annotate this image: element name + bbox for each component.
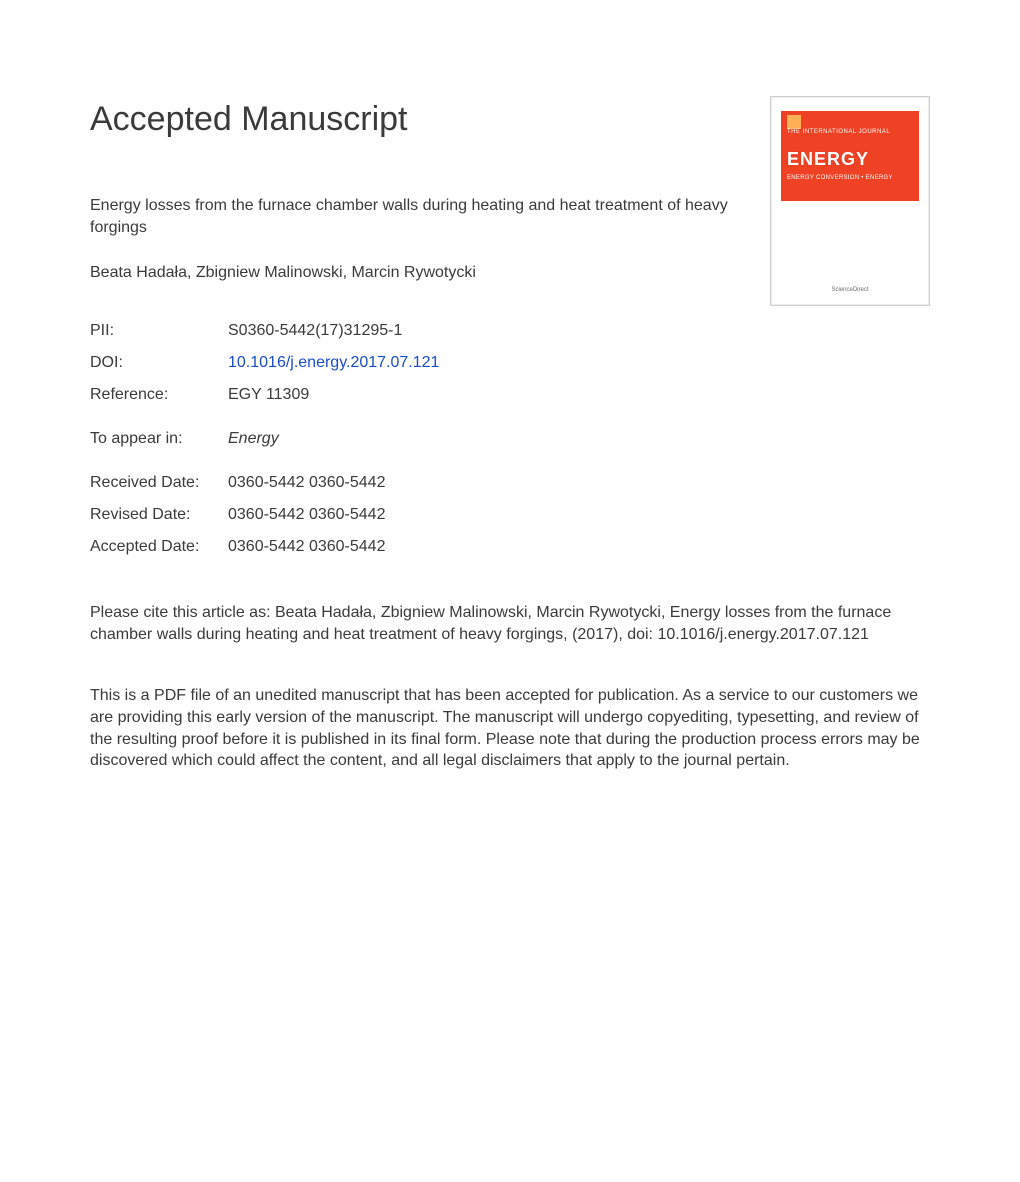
to-appear-block: To appear in: Energy: [90, 430, 930, 448]
doi-link[interactable]: 10.1016/j.energy.2017.07.121: [228, 354, 930, 372]
journal-cover-title: ENERGY: [787, 149, 913, 170]
article-title: Energy losses from the furnace chamber w…: [90, 195, 730, 238]
received-date-value: 0360-5442 0360-5442: [228, 474, 930, 492]
pii-value: S0360-5442(17)31295-1: [228, 322, 930, 340]
reference-label: Reference:: [90, 386, 220, 404]
received-date-label: Received Date:: [90, 474, 220, 492]
journal-cover-thumbnail: THE INTERNATIONAL JOURNAL ENERGY ENERGY …: [770, 96, 930, 306]
accepted-date-value: 0360-5442 0360-5442: [228, 538, 930, 556]
dates-block: Received Date: 0360-5442 0360-5442 Revis…: [90, 474, 930, 556]
citation-text: Please cite this article as: Beata Hadał…: [90, 602, 910, 645]
reference-value: EGY 11309: [228, 386, 930, 404]
metadata-block: PII: S0360-5442(17)31295-1 DOI: 10.1016/…: [90, 322, 930, 404]
revised-date-label: Revised Date:: [90, 506, 220, 524]
doi-label: DOI:: [90, 354, 220, 372]
disclaimer-text: This is a PDF file of an unedited manusc…: [90, 685, 930, 771]
pii-label: PII:: [90, 322, 220, 340]
page-root: Accepted Manuscript THE INTERNATIONAL JO…: [0, 0, 1020, 832]
journal-cover-logo-icon: [787, 115, 801, 129]
to-appear-label: To appear in:: [90, 430, 220, 448]
journal-cover-banner: THE INTERNATIONAL JOURNAL ENERGY ENERGY …: [781, 111, 919, 201]
accepted-date-label: Accepted Date:: [90, 538, 220, 556]
journal-cover-subtitle: ENERGY CONVERSION • ENERGY: [787, 175, 913, 181]
revised-date-value: 0360-5442 0360-5442: [228, 506, 930, 524]
journal-cover-footer: ScienceDirect: [781, 287, 919, 295]
journal-cover-label: THE INTERNATIONAL JOURNAL: [787, 129, 913, 136]
to-appear-value: Energy: [228, 430, 930, 448]
